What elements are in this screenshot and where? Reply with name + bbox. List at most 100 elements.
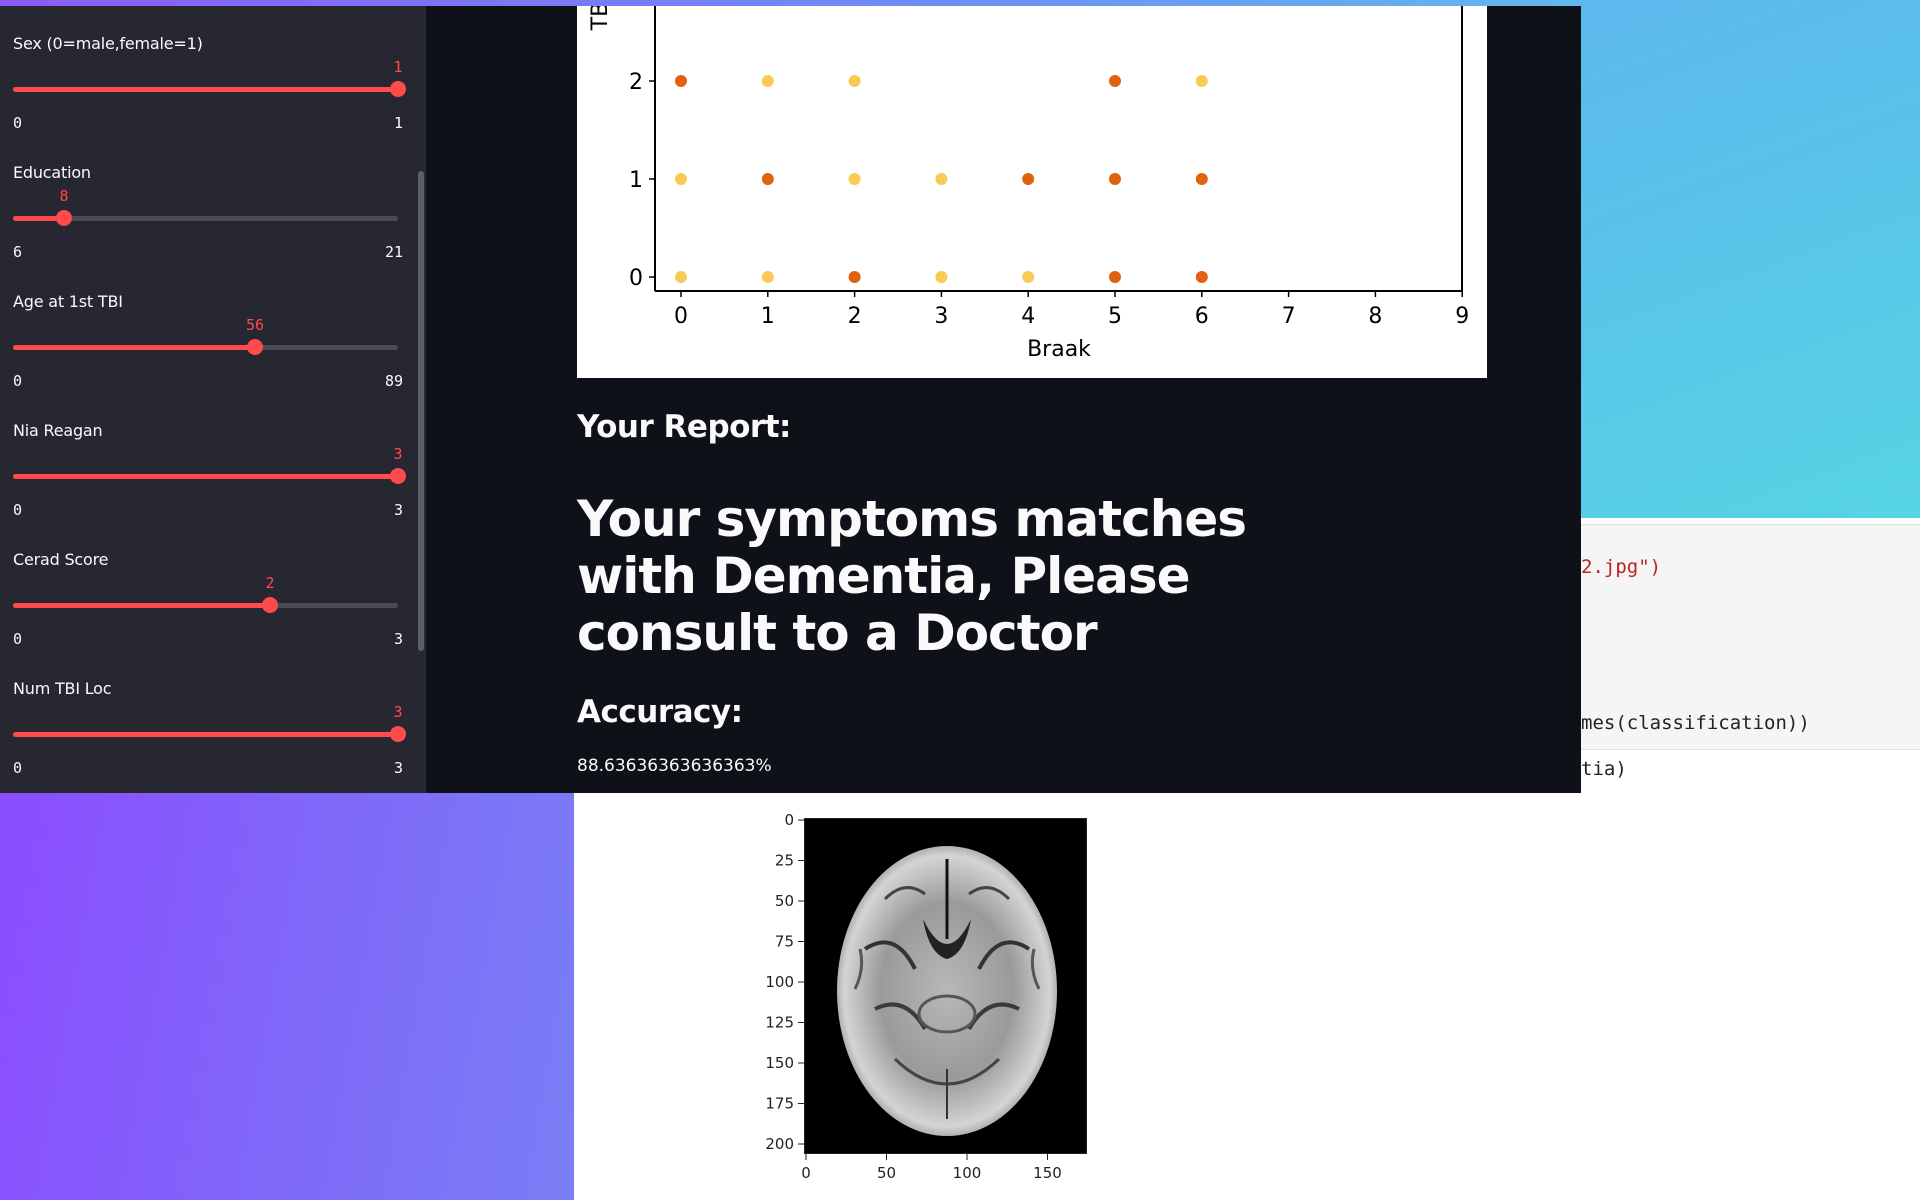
scatter-point bbox=[935, 173, 948, 185]
accuracy-value: 88.63636363636363% bbox=[577, 756, 772, 776]
slider-track[interactable] bbox=[13, 468, 406, 484]
slider-0[interactable]: Sex (0=male,female=1) 1 0 1 bbox=[13, 34, 406, 163]
scatter-point bbox=[848, 271, 861, 283]
image-y-tick-label: 50 bbox=[775, 892, 794, 910]
slider-3[interactable]: Nia Reagan 3 0 3 bbox=[13, 421, 406, 550]
image-y-tick-label: 25 bbox=[775, 852, 794, 870]
image-y-tick-label: 150 bbox=[765, 1054, 794, 1072]
scatter-point bbox=[1195, 75, 1208, 87]
slider-value: 56 bbox=[245, 316, 265, 334]
sidebar: Sex (0=male,female=1) 1 0 1 Education 8 6 21 Age… bbox=[0, 6, 426, 793]
scatter-point bbox=[1022, 271, 1035, 283]
result-heading: Your symptoms matches with Dementia, Ple… bbox=[577, 490, 1247, 662]
image-x-tick-label: 150 bbox=[1033, 1164, 1062, 1182]
scatter-point bbox=[1195, 173, 1208, 185]
image-y-tick-label: 175 bbox=[765, 1095, 794, 1113]
slider-min: 6 bbox=[13, 243, 23, 261]
slider-min: 0 bbox=[13, 630, 23, 648]
slider-fill bbox=[13, 87, 398, 92]
image-y-tick-label: 75 bbox=[775, 933, 794, 951]
scatter-point bbox=[935, 271, 948, 283]
top-gradient-strip bbox=[0, 0, 1920, 6]
image-y-tick-label: 200 bbox=[765, 1135, 794, 1153]
slider-max: 21 bbox=[384, 243, 403, 261]
slider-1[interactable]: Education 8 6 21 bbox=[13, 163, 403, 292]
x-tick-label: 3 bbox=[934, 304, 948, 329]
scatter-point bbox=[675, 75, 687, 87]
scatter-chart: 0 1 2 3 4 5 6 7 8 9 0 1 2 Braak TB bbox=[588, 6, 1469, 362]
slider-min: 0 bbox=[13, 372, 23, 390]
scatter-point bbox=[1109, 173, 1121, 185]
x-tick-label: 9 bbox=[1455, 304, 1469, 329]
slider-track[interactable] bbox=[13, 726, 406, 742]
scatter-point bbox=[761, 271, 774, 283]
slider-max: 3 bbox=[393, 759, 403, 777]
slider-max: 1 bbox=[393, 114, 403, 132]
notebook-code-cell[interactable] bbox=[1580, 524, 1920, 750]
scatter-point bbox=[848, 75, 861, 87]
x-tick-label: 0 bbox=[674, 304, 688, 329]
x-tick-label: 5 bbox=[1108, 304, 1122, 329]
slider-track[interactable] bbox=[13, 339, 398, 355]
slider-label: Nia Reagan bbox=[13, 421, 103, 440]
image-x-tick-label: 50 bbox=[877, 1164, 896, 1182]
slider-fill bbox=[13, 603, 270, 608]
scatter-point bbox=[848, 173, 861, 185]
image-y-tick-label: 100 bbox=[765, 973, 794, 991]
notebook-code-line: mes(classification)) bbox=[1581, 712, 1810, 734]
x-tick-label: 7 bbox=[1282, 304, 1296, 329]
slider-thumb[interactable] bbox=[247, 339, 263, 355]
scatter-point bbox=[1022, 173, 1035, 185]
scatter-chart-panel: 0 1 2 3 4 5 6 7 8 9 0 1 2 Braak TB bbox=[577, 6, 1487, 378]
scatter-point bbox=[1195, 271, 1208, 283]
background-teal-area bbox=[1581, 0, 1920, 518]
slider-value: 3 bbox=[393, 703, 403, 721]
slider-value: 3 bbox=[393, 445, 403, 463]
scatter-point bbox=[675, 271, 687, 283]
y-tick-label: 0 bbox=[629, 266, 643, 291]
slider-fill bbox=[13, 732, 398, 737]
scatter-point bbox=[761, 75, 774, 87]
x-tick-label: 1 bbox=[761, 304, 775, 329]
brain-mri-image bbox=[804, 818, 1087, 1154]
slider-track[interactable] bbox=[13, 597, 398, 613]
slider-track[interactable] bbox=[13, 81, 406, 97]
slider-min: 0 bbox=[13, 114, 23, 132]
scatter-point bbox=[761, 173, 774, 185]
slider-max: 3 bbox=[393, 630, 403, 648]
slider-label: Age at 1st TBI bbox=[13, 292, 123, 311]
image-x-tick-label: 100 bbox=[953, 1164, 982, 1182]
accuracy-heading: Accuracy: bbox=[577, 694, 743, 730]
slider-label: Num TBI Loc bbox=[13, 679, 112, 698]
x-tick-label: 4 bbox=[1021, 304, 1035, 329]
slider-fill bbox=[13, 474, 398, 479]
slider-track[interactable] bbox=[13, 210, 398, 226]
slider-value: 2 bbox=[265, 574, 275, 592]
slider-thumb[interactable] bbox=[262, 597, 278, 613]
notebook-code-line: 2.jpg") bbox=[1581, 556, 1662, 578]
slider-max: 89 bbox=[384, 372, 403, 390]
scatter-point bbox=[1109, 75, 1121, 87]
slider-5[interactable]: Num TBI Loc 3 0 3 bbox=[13, 679, 406, 793]
slider-thumb[interactable] bbox=[56, 210, 72, 226]
x-axis-label: Braak bbox=[1027, 337, 1091, 362]
image-y-tick-label: 125 bbox=[765, 1014, 794, 1032]
brain-mri-figure: 0 25 50 75 100 125 150 175 200 0 50 100 150 bbox=[740, 800, 1100, 1185]
slider-min: 0 bbox=[13, 759, 23, 777]
slider-fill bbox=[13, 345, 255, 350]
streamlit-app-window: Sex (0=male,female=1) 1 0 1 Education 8 6 21 Age… bbox=[0, 6, 1581, 793]
image-x-tick-label: 0 bbox=[801, 1164, 811, 1182]
background-purple-area bbox=[0, 793, 574, 1200]
slider-min: 0 bbox=[13, 501, 23, 519]
x-tick-label: 6 bbox=[1195, 304, 1209, 329]
slider-max: 3 bbox=[393, 501, 403, 519]
y-tick-label: 1 bbox=[629, 168, 643, 193]
slider-thumb[interactable] bbox=[390, 726, 406, 742]
slider-2[interactable]: Age at 1st TBI 56 0 89 bbox=[13, 292, 403, 421]
slider-thumb[interactable] bbox=[390, 81, 406, 97]
report-heading: Your Report: bbox=[577, 409, 791, 445]
y-tick-label: 2 bbox=[629, 70, 643, 95]
slider-thumb[interactable] bbox=[390, 468, 406, 484]
sidebar-scrollbar[interactable] bbox=[418, 171, 424, 651]
slider-4[interactable]: Cerad Score 2 0 3 bbox=[13, 550, 403, 679]
